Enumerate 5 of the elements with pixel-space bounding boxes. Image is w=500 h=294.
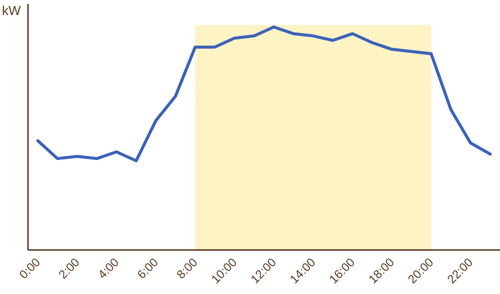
y-axis-title: kW [2,3,22,18]
x-tick-label: 0:00 [16,254,44,282]
x-tick-label: 8:00 [174,254,200,282]
x-tick-label: 6:00 [134,254,162,282]
x-tick-label: 4:00 [95,254,122,282]
